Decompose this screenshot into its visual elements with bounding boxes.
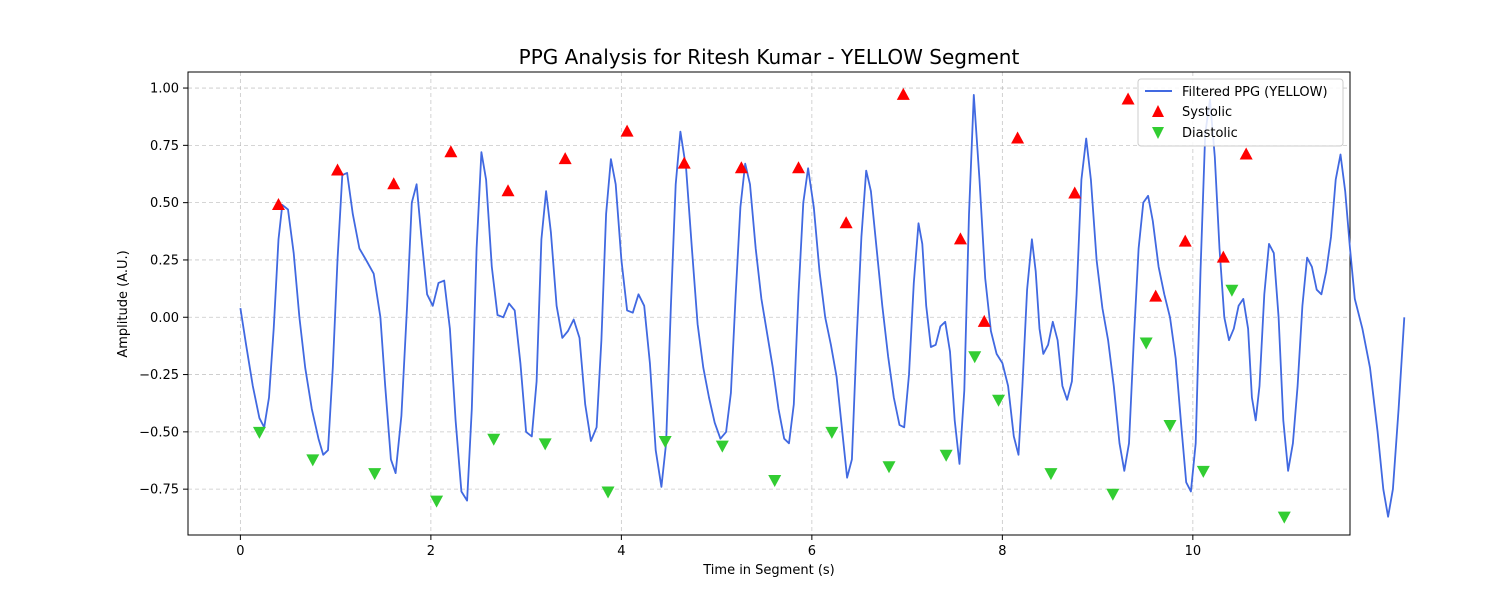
systolic-marker [1121, 92, 1135, 105]
x-axis-label: Time in Segment (s) [702, 563, 834, 578]
y-tick-label: −0.75 [139, 483, 179, 498]
systolic-marker [792, 161, 806, 174]
systolic-marker [677, 156, 691, 169]
legend-label-diastolic: Diastolic [1182, 126, 1238, 141]
x-tick-label: 0 [236, 544, 244, 559]
x-tick-label: 4 [617, 544, 625, 559]
diastolic-marker [306, 454, 320, 467]
chart-title: PPG Analysis for Ritesh Kumar - YELLOW S… [519, 45, 1020, 69]
systolic-marker [1216, 250, 1230, 263]
systolic-marker [1068, 186, 1082, 199]
legend-label-filtered-ppg: Filtered PPG (YELLOW) [1182, 85, 1328, 100]
y-tick-label: −0.25 [139, 368, 179, 383]
systolic-marker [501, 184, 515, 197]
diastolic-marker [538, 438, 552, 451]
diastolic-marker [715, 440, 729, 453]
systolic-marker [1149, 289, 1163, 302]
legend: Filtered PPG (YELLOW) Systolic Diastolic [1137, 78, 1344, 147]
x-axis-ticks: 0 2 4 6 8 10 [236, 535, 1201, 559]
diastolic-marker [992, 394, 1006, 407]
diastolic-marker [968, 351, 982, 364]
systolic-marker [1178, 234, 1192, 247]
diastolic-marker [1277, 511, 1291, 524]
diastolic-marker [368, 468, 382, 481]
y-axis-label: Amplitude (A.U.) [116, 250, 131, 357]
series-layer [239, 87, 1406, 524]
systolic-marker [1011, 131, 1025, 144]
diastolic-marker [487, 433, 501, 446]
systolic-marker [387, 177, 401, 190]
filtered-ppg-line [239, 94, 1406, 518]
systolic-marker [896, 87, 910, 100]
diastolic-marker [1106, 488, 1120, 501]
diastolic-marker [1139, 337, 1153, 350]
y-tick-label: 1.00 [150, 82, 179, 97]
diastolic-marker [252, 426, 266, 439]
y-tick-label: 0.25 [150, 253, 179, 268]
legend-label-systolic: Systolic [1182, 105, 1232, 120]
diastolic-marker [882, 461, 896, 474]
diastolic-marker [430, 495, 444, 508]
diastolic-marker [1225, 284, 1239, 297]
plot-frame [187, 71, 1351, 536]
legend-box [1137, 78, 1344, 147]
legend-marker-systolic [1152, 105, 1164, 117]
y-tick-label: 0.50 [150, 196, 179, 211]
diastolic-marker [768, 474, 782, 487]
diastolic-marker [1044, 468, 1058, 481]
diastolic-marker [658, 436, 672, 449]
systolic-marker [620, 124, 634, 137]
x-tick-label: 6 [808, 544, 816, 559]
systolic-marker [444, 145, 458, 158]
systolic-marker [558, 152, 572, 165]
systolic-marker [953, 232, 967, 245]
diastolic-marker [825, 426, 839, 439]
systolic-marker [977, 314, 991, 327]
diastolic-marker [939, 449, 953, 462]
y-tick-label: 0.75 [150, 139, 179, 154]
x-tick-label: 2 [427, 544, 435, 559]
x-tick-label: 8 [998, 544, 1006, 559]
legend-marker-diastolic [1152, 127, 1164, 139]
systolic-marker [734, 161, 748, 174]
diastolic-marker [601, 486, 615, 499]
y-tick-label: −0.50 [139, 425, 179, 440]
diastolic-marker [1196, 465, 1210, 478]
x-tick-label: 10 [1185, 544, 1202, 559]
systolic-marker [1239, 147, 1253, 160]
systolic-marker [839, 216, 853, 229]
y-axis-ticks: −0.75 −0.50 −0.25 0.00 0.25 0.50 0.75 1.00 [139, 82, 188, 498]
systolic-marker [271, 197, 285, 210]
y-tick-label: 0.00 [150, 311, 179, 326]
systolic-marker [331, 163, 345, 176]
diastolic-marker [1163, 419, 1177, 432]
